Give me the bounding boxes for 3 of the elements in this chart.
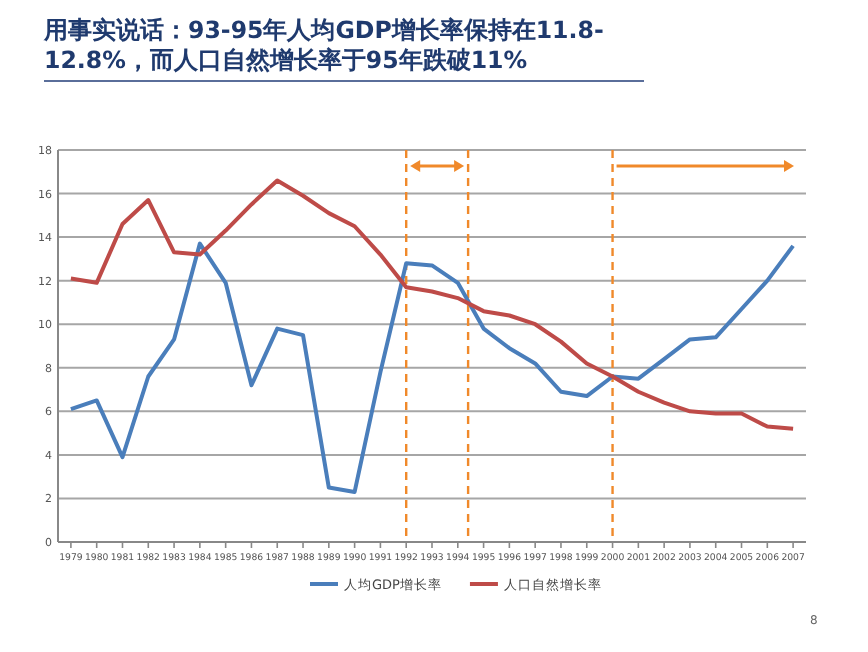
line-series <box>68 241 796 494</box>
chart-title: 用事实说话：93-95年人均GDP增长率保持在11.8-12.8%，而人口自然增长率于95年跌破11% <box>44 16 644 82</box>
line-series <box>68 178 796 431</box>
